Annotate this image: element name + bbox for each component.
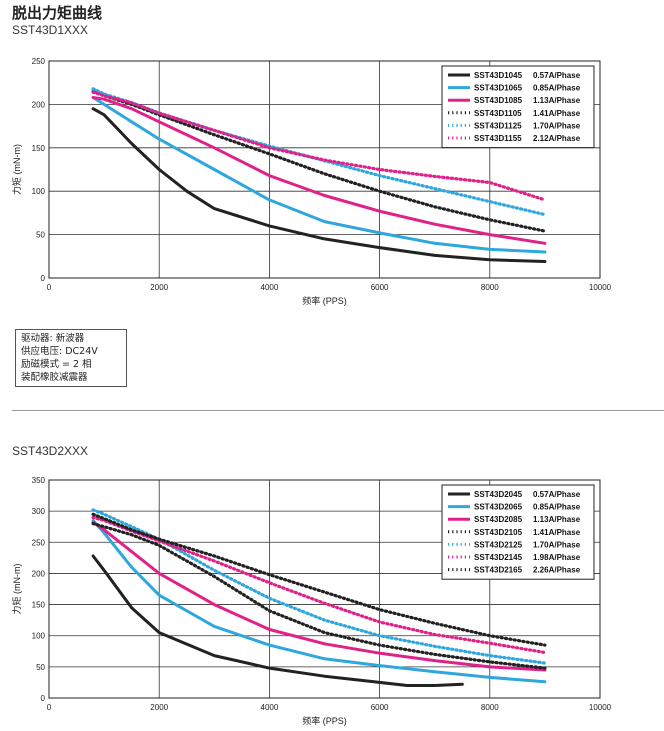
page-title: 脱出力矩曲线 <box>12 4 103 22</box>
chart2-legend-current: 2.26A/Phase <box>533 566 581 575</box>
driver-notes-box: 驱动器: 新波器 供应电压: DC24V 励磁模式 = 2 相 装配橡胶减震器 <box>15 329 127 387</box>
chart2-x-tick-label: 0 <box>47 703 52 712</box>
chart2-x-tick-label: 10000 <box>589 703 612 712</box>
note-voltage: 供应电压: DC24V <box>21 346 98 357</box>
chart1-legend-label: SST43D1065 <box>474 84 523 93</box>
chart2-legend-current: 1.98A/Phase <box>533 553 581 562</box>
chart2-legend-label: SST43D2145 <box>474 553 523 562</box>
chart1-legend-box <box>441 65 595 149</box>
chart1-legend-current: 0.57A/Phase <box>533 71 581 80</box>
chart1-y-tick-label: 150 <box>32 144 46 153</box>
chart1-legend-label: SST43D1155 <box>474 134 522 143</box>
chart2-legend-label: SST43D2045 <box>474 490 523 499</box>
chart2-series-line-SST43D2085 <box>91 520 547 672</box>
chart2-y-tick-label: 0 <box>41 694 46 703</box>
chart1-x-tick-label: 6000 <box>371 283 389 292</box>
chart2-y-tick-label: 300 <box>32 507 46 516</box>
chart1-legend-label: SST43D1085 <box>474 96 523 105</box>
chart1-legend-current: 1.41A/Phase <box>533 109 581 118</box>
note-driver: 驱动器: 新波器 <box>21 333 85 344</box>
chart2-legend-current: 1.41A/Phase <box>533 528 581 537</box>
chart1-series-line-SST43D1065 <box>91 96 547 254</box>
chart2-y-tick-label: 50 <box>36 663 45 672</box>
chart1-x-tick-label: 0 <box>47 283 52 292</box>
chart2-series-line-SST43D2165 <box>91 512 547 647</box>
chart1-x-axis-label: 频率 (PPS) <box>302 295 347 306</box>
chart2-x-tick-label: 6000 <box>371 703 389 712</box>
chart2-legend-label: SST43D2065 <box>474 503 523 512</box>
chart1-torque-curve: 0 50 100 150 200 250 0 2000 4000 6000 8000 10000 频率 … <box>11 57 612 306</box>
chart1-legend-label: SST43D1105 <box>474 109 522 118</box>
chart2-series-line-SST43D2065 <box>91 519 547 684</box>
chart2-legend-label: SST43D2125 <box>474 540 523 549</box>
chart1-x-tick-label: 2000 <box>150 283 168 292</box>
chart2-plot-frame <box>48 479 601 699</box>
chart1-y-axis-label: 力矩 (mN-m) <box>11 144 22 195</box>
chart1-y-tick-label: 0 <box>41 274 46 283</box>
chart1-legend-current: 0.85A/Phase <box>533 84 581 93</box>
chart2-legend-label: SST43D2105 <box>474 528 523 537</box>
chart1-legend-label: SST43D1045 <box>474 71 523 80</box>
chart1-series-line-SST43D1045 <box>91 107 547 263</box>
chart1-subtitle: SST43D1XXX <box>12 23 89 37</box>
note-damper: 装配橡胶减震器 <box>21 372 88 383</box>
chart2-y-tick-label: 100 <box>32 632 46 641</box>
chart2-y-tick-label: 150 <box>32 601 46 610</box>
chart2-y-tick-label: 200 <box>32 569 46 578</box>
chart2-legend-current: 0.57A/Phase <box>533 490 581 499</box>
chart1-legend-label: SST43D1125 <box>474 121 522 130</box>
chart1-y-tick-label: 200 <box>32 100 46 109</box>
chart1-series-line-SST43D1085 <box>91 96 547 245</box>
chart1-legend-current: 1.70A/Phase <box>533 121 581 130</box>
chart1-legend-current: 1.13A/Phase <box>533 96 581 105</box>
chart1-plot-frame <box>48 60 601 279</box>
chart1-series-line-SST43D1155 <box>91 90 547 202</box>
chart2-x-tick-label: 4000 <box>261 703 279 712</box>
chart2-legend-label: SST43D2165 <box>474 566 523 575</box>
chart2-legend-current: 0.85A/Phase <box>533 503 581 512</box>
chart2-y-tick-label: 250 <box>32 538 46 547</box>
chart2-legend-current: 1.13A/Phase <box>533 515 581 524</box>
chart2-legend-current: 1.70A/Phase <box>533 540 581 549</box>
chart2-legend-box <box>441 484 595 580</box>
chart2-torque-curve: 0 50 100 150 200 250 300 350 0 2000 4000 6000 8000 10… <box>11 476 612 726</box>
note-excitation: 励磁模式 = 2 相 <box>21 359 92 370</box>
chart2-series-line-SST43D2045 <box>91 554 464 687</box>
chart2-series-line-SST43D2125 <box>91 508 547 665</box>
chart2-y-axis-label: 力矩 (mN-m) <box>11 564 22 615</box>
chart1-x-tick-label: 4000 <box>261 283 279 292</box>
section-divider <box>12 410 664 411</box>
chart1-y-tick-label: 100 <box>32 187 46 196</box>
chart1-legend-current: 2.12A/Phase <box>533 134 581 143</box>
chart2-x-axis-label: 频率 (PPS) <box>302 715 347 726</box>
chart2-x-tick-label: 8000 <box>481 703 499 712</box>
chart1-x-tick-label: 10000 <box>589 283 612 292</box>
chart2-series-line-SST43D2105 <box>91 521 547 670</box>
chart1-y-tick-label: 250 <box>32 57 46 66</box>
chart2-subtitle: SST43D2XXX <box>12 444 89 458</box>
chart2-legend-label: SST43D2085 <box>474 515 523 524</box>
chart2-x-tick-label: 2000 <box>150 703 168 712</box>
chart1-y-tick-label: 50 <box>36 231 45 240</box>
chart2-y-tick-label: 350 <box>32 476 46 485</box>
chart1-x-tick-label: 8000 <box>481 283 499 292</box>
